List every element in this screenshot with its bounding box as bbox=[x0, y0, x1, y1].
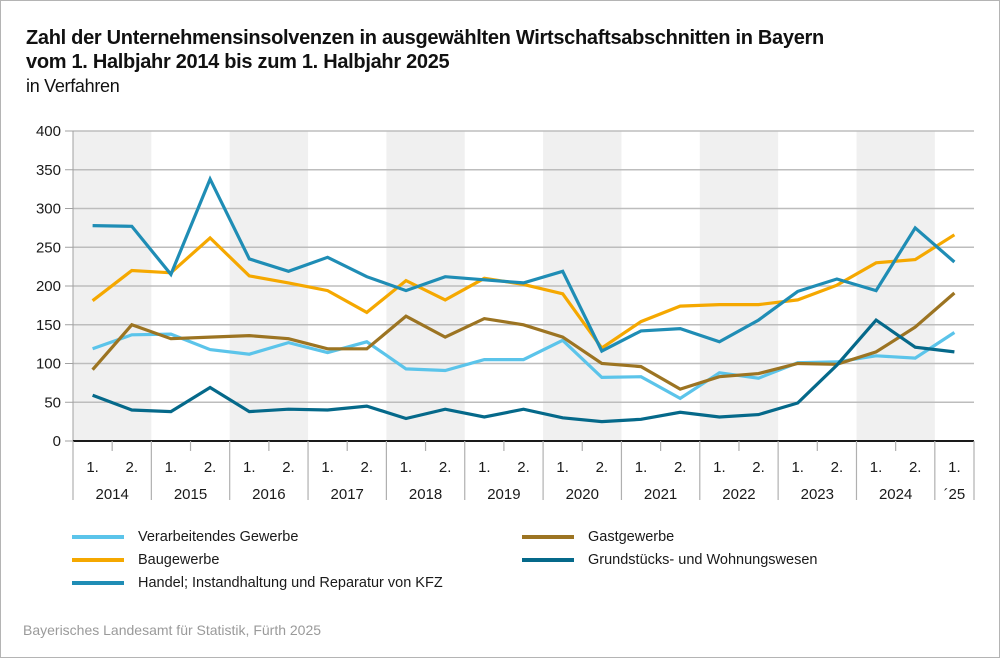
x-axis: 1. 2. 1. 2. 1. 2. 1. 2. 1. 2. 1. 2. 1. 2. 1. 2. 1. 2. 1. 2.… bbox=[72, 131, 975, 503]
y-tick-label: 100 bbox=[36, 356, 61, 373]
x-tick-label: 1. bbox=[478, 459, 491, 476]
x-tick-label: 1. bbox=[713, 459, 726, 476]
source-note: Bayerisches Landesamt für Statistik, Für… bbox=[23, 622, 322, 638]
x-year-label: 2018 bbox=[409, 486, 442, 503]
legend-swatch bbox=[72, 558, 124, 562]
y-axis-ticks: 0 50 100 150 200 250 300 350 400 bbox=[36, 123, 73, 450]
x-year-label: 2023 bbox=[801, 486, 834, 503]
x-tick-label: 2. bbox=[126, 459, 139, 476]
legend-label: Handel; Instandhaltung und Reparatur von… bbox=[138, 575, 443, 591]
chart-title: Zahl der Unternehmensinsolvenzen in ausg… bbox=[26, 26, 824, 74]
x-tick-label: 2. bbox=[909, 459, 922, 476]
y-tick-label: 50 bbox=[44, 394, 61, 411]
title-line-2: vom 1. Halbjahr 2014 bis zum 1. Halbjahr… bbox=[26, 51, 450, 73]
legend-item-gastgewerbe: Gastgewerbe bbox=[522, 526, 674, 548]
x-year-label: 2024 bbox=[879, 486, 912, 503]
legend-label: Baugewerbe bbox=[138, 552, 220, 568]
y-tick-label: 150 bbox=[36, 317, 61, 334]
legend-label: Gastgewerbe bbox=[588, 529, 675, 545]
y-tick-label: 400 bbox=[36, 123, 61, 140]
legend-item-grundstuecks-wohnungswesen: Grundstücks- und Wohnungswesen bbox=[522, 549, 817, 571]
legend-item-baugewerbe: Baugewerbe bbox=[72, 549, 219, 571]
x-tick-label: 1. bbox=[321, 459, 334, 476]
x-tick-label: 1. bbox=[635, 459, 648, 476]
legend-swatch bbox=[72, 535, 124, 539]
x-tick-label: 2. bbox=[439, 459, 452, 476]
x-tick-label: 1. bbox=[556, 459, 569, 476]
y-tick-label: 250 bbox=[36, 239, 61, 256]
x-tick-label: 2. bbox=[596, 459, 609, 476]
legend-swatch bbox=[72, 581, 124, 585]
legend-item-handel: Handel; Instandhaltung und Reparatur von… bbox=[72, 572, 443, 594]
x-tick-label: 1. bbox=[948, 459, 961, 476]
x-tick-label: 1. bbox=[86, 459, 99, 476]
x-tick-label: 2. bbox=[282, 459, 295, 476]
x-tick-label: 2. bbox=[361, 459, 374, 476]
legend-swatch bbox=[522, 535, 574, 539]
legend-label: Verarbeitendes Gewerbe bbox=[138, 529, 299, 545]
y-tick-label: 300 bbox=[36, 201, 61, 218]
legend-label: Grundstücks- und Wohnungswesen bbox=[588, 552, 818, 568]
legend-item-verarbeitendes-gewerbe: Verarbeitendes Gewerbe bbox=[72, 526, 298, 548]
x-year-label: 2019 bbox=[487, 486, 520, 503]
x-tick-label: 2. bbox=[831, 459, 844, 476]
series-line-gastgewerbe bbox=[91, 291, 956, 391]
x-year-label: 2015 bbox=[174, 486, 207, 503]
x-year-label: ´25 bbox=[944, 486, 966, 503]
title-line-1: Zahl der Unternehmensinsolvenzen in ausg… bbox=[26, 27, 824, 49]
series-line-handel-instandhaltung-und-reparatur-von-kfz bbox=[92, 175, 956, 354]
x-tick-label: 1. bbox=[400, 459, 413, 476]
x-tick-label: 1. bbox=[165, 459, 178, 476]
series-line-grundstücks-und-wohnungswesen bbox=[92, 317, 955, 424]
x-year-label: 2017 bbox=[331, 486, 364, 503]
y-tick-label: 200 bbox=[36, 278, 61, 295]
x-tick-label: 2. bbox=[752, 459, 765, 476]
x-year-label: 2016 bbox=[252, 486, 285, 503]
series-lines bbox=[91, 175, 956, 424]
x-year-label: 2014 bbox=[95, 486, 128, 503]
x-year-label: 2020 bbox=[566, 486, 599, 503]
x-tick-label: 2. bbox=[204, 459, 217, 476]
series-line-baugewerbe bbox=[91, 233, 956, 351]
x-tick-label: 2. bbox=[674, 459, 687, 476]
legend-swatch bbox=[522, 558, 574, 562]
y-tick-label: 0 bbox=[53, 433, 61, 450]
x-tick-label: 1. bbox=[791, 459, 804, 476]
x-tick-label: 1. bbox=[243, 459, 256, 476]
x-tick-label: 2. bbox=[517, 459, 530, 476]
y-tick-label: 350 bbox=[36, 162, 61, 179]
x-year-label: 2022 bbox=[722, 486, 755, 503]
x-tick-label: 1. bbox=[870, 459, 883, 476]
chart-subtitle: in Verfahren bbox=[26, 76, 120, 96]
x-year-label: 2021 bbox=[644, 486, 677, 503]
